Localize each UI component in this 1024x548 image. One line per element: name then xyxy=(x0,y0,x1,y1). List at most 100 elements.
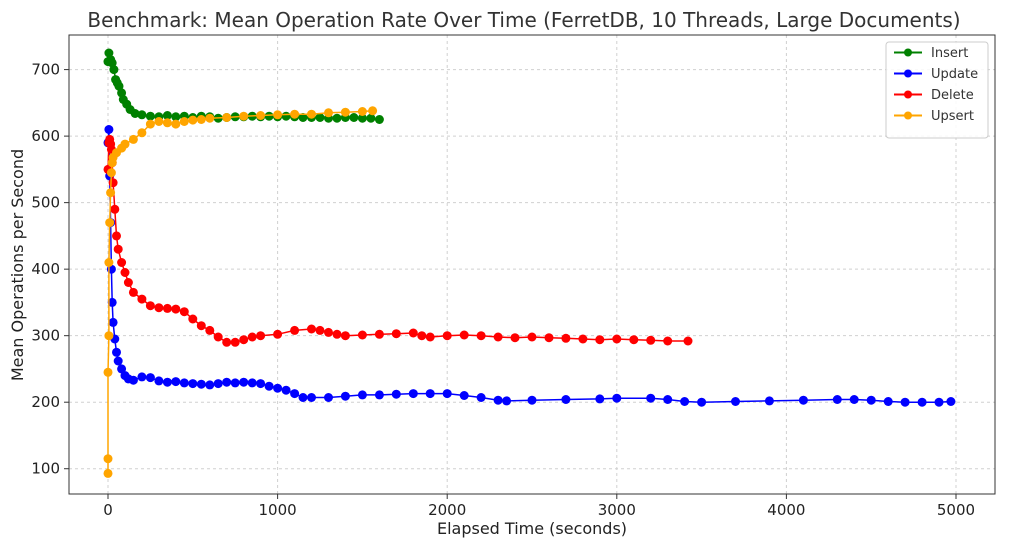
update-data-point xyxy=(230,378,240,388)
x-tick-label: 5000 xyxy=(937,501,975,519)
gridlines xyxy=(69,35,995,494)
upsert-data-point xyxy=(104,258,114,267)
delete-data-point xyxy=(112,231,121,241)
update-data-point xyxy=(162,377,172,387)
delete-data-point xyxy=(113,244,123,254)
legend-label: Delete xyxy=(931,88,974,103)
upsert-data-point xyxy=(273,110,283,120)
delete-data-point xyxy=(230,337,240,347)
update-data-point xyxy=(374,390,384,400)
upsert-data-point xyxy=(324,108,333,118)
delete-data-point xyxy=(137,294,147,304)
delete-data-point xyxy=(408,328,418,338)
update-data-point xyxy=(527,395,537,405)
update-data-point xyxy=(502,396,512,406)
delete-data-point xyxy=(332,329,342,339)
update-data-point xyxy=(112,347,121,357)
legend-swatch-marker xyxy=(904,69,912,78)
delete-data-point xyxy=(247,332,257,342)
update-data-point xyxy=(137,372,147,382)
update-data-point xyxy=(307,393,316,402)
delete-data-point xyxy=(612,334,622,344)
update-data-point xyxy=(663,395,673,404)
plot-frame xyxy=(68,34,996,495)
y-tick-label: 700 xyxy=(31,61,60,79)
upsert-data-point xyxy=(103,468,113,478)
upsert-data-point xyxy=(154,117,164,126)
delete-data-point xyxy=(162,303,172,313)
update-data-point xyxy=(222,377,232,387)
update-data-point xyxy=(145,373,155,383)
upsert-series-line xyxy=(107,110,373,474)
update-data-point xyxy=(324,393,333,402)
upsert-data-point xyxy=(256,111,266,120)
series-layer xyxy=(103,48,956,478)
insert-data-point xyxy=(357,113,367,123)
x-tick-label: 3000 xyxy=(598,501,636,519)
insert-data-point xyxy=(298,113,308,122)
upsert-data-point xyxy=(307,109,316,119)
update-series-line xyxy=(107,129,951,403)
legend-label: Insert xyxy=(931,46,968,61)
update-data-point xyxy=(107,297,117,307)
delete-data-point xyxy=(154,303,164,313)
delete-data-point xyxy=(493,332,503,342)
y-tick-label: 300 xyxy=(31,327,60,345)
update-data-point xyxy=(298,393,308,402)
legend-item-update: Update xyxy=(894,67,978,82)
delete-data-point xyxy=(683,336,693,346)
upsert-data-point xyxy=(290,109,300,119)
update-data-point xyxy=(731,397,740,406)
update-data-point xyxy=(179,378,189,388)
delete-data-point xyxy=(145,301,155,311)
x-tick-label: 4000 xyxy=(767,501,805,519)
update-data-point xyxy=(764,396,774,406)
delete-data-point xyxy=(629,335,639,345)
update-data-point xyxy=(273,383,283,393)
delete-data-point xyxy=(123,278,133,287)
update-data-point xyxy=(290,389,300,399)
delete-data-point xyxy=(213,332,223,342)
delete-series-line xyxy=(107,139,688,344)
update-data-point xyxy=(281,385,291,395)
delete-data-point xyxy=(315,325,325,335)
upsert-data-point xyxy=(188,115,198,125)
upsert-data-point xyxy=(128,134,138,144)
legend-swatch-marker xyxy=(904,90,912,99)
chart-title: Benchmark: Mean Operation Rate Over Time… xyxy=(87,8,960,32)
legend: Insert Update Delete Upsert xyxy=(885,41,989,139)
update-data-point xyxy=(247,378,257,388)
insert-data-point xyxy=(145,111,155,121)
y-tick-label: 500 xyxy=(31,194,60,212)
delete-data-point xyxy=(196,321,206,331)
x-tick-label: 2000 xyxy=(428,501,466,519)
delete-data-point xyxy=(459,330,469,340)
upsert-data-point xyxy=(106,168,116,178)
update-data-point xyxy=(561,395,571,404)
delete-data-point xyxy=(417,331,427,341)
upsert-data-point xyxy=(162,118,172,128)
update-data-point xyxy=(391,389,401,399)
delete-data-point xyxy=(578,334,588,344)
update-data-point xyxy=(128,375,138,385)
update-data-point xyxy=(213,379,223,389)
series-update xyxy=(103,125,956,407)
delete-data-point xyxy=(324,327,333,337)
y-tick-label: 600 xyxy=(31,127,60,145)
update-data-point xyxy=(108,317,118,327)
update-data-point xyxy=(264,381,274,391)
delete-data-point xyxy=(340,331,350,341)
upsert-data-point xyxy=(239,111,249,121)
insert-data-point xyxy=(281,111,291,121)
y-axis-label: Mean Operations per Second xyxy=(8,149,27,381)
upsert-data-point xyxy=(104,331,114,341)
delete-data-point xyxy=(171,304,181,314)
insert-data-point xyxy=(349,113,359,122)
upsert-data-point xyxy=(222,113,232,122)
insert-data-point xyxy=(366,113,376,123)
upsert-data-point xyxy=(145,119,155,129)
update-data-point xyxy=(171,377,181,387)
legend-item-delete: Delete xyxy=(894,88,974,103)
update-data-point xyxy=(595,394,605,404)
